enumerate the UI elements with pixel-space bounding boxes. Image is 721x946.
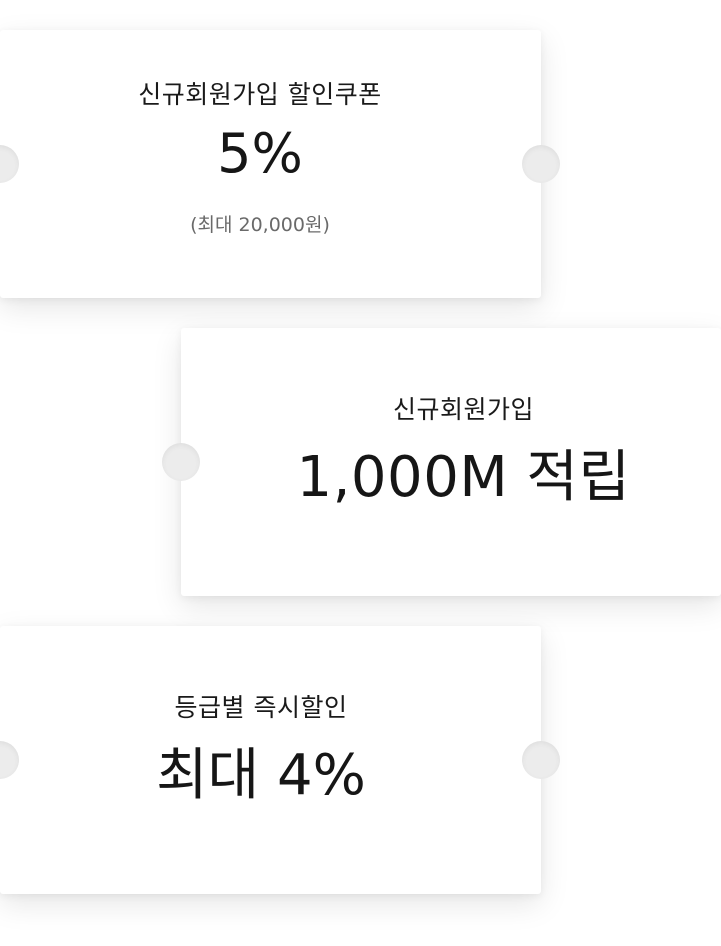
signup-discount-coupon-card: 신규회원가입 할인쿠폰 5% (최대 20,000원) (0, 30, 560, 298)
grade-discount-coupon-card: 등급별 즉시할인 최대 4% (0, 626, 560, 894)
coupon-subtitle: 등급별 즉시할인 (174, 693, 348, 722)
coupon-headline: 5% (217, 122, 303, 185)
ticket-notch-left (0, 145, 19, 183)
ticket-notch-right (522, 145, 560, 183)
signup-points-coupon-card: 신규회원가입 1,000M 적립 (162, 328, 721, 596)
coupon-note: (최대 20,000원) (190, 214, 330, 236)
coupon-headline: 1,000M 적립 (296, 445, 631, 510)
ticket-notch-left (162, 443, 200, 481)
coupon-headline: 최대 4% (156, 743, 366, 808)
coupon-subtitle: 신규회원가입 (392, 395, 534, 424)
ticket-notch-right (522, 741, 560, 779)
coupon-subtitle: 신규회원가입 할인쿠폰 (138, 80, 382, 109)
ticket-notch-left (0, 741, 19, 779)
